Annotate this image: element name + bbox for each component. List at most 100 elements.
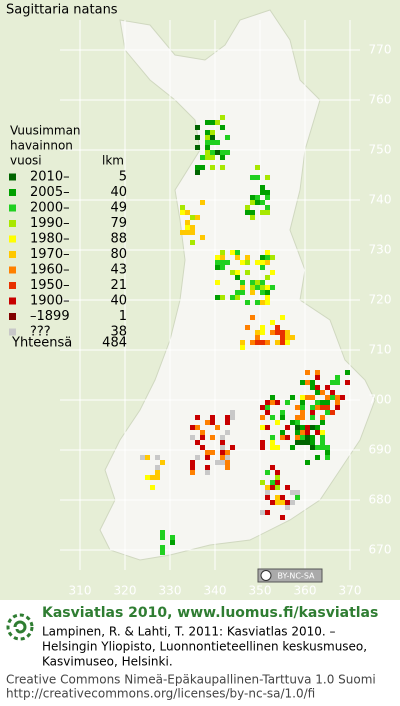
legend-label: 1950– [30, 278, 70, 293]
occurrence-square [190, 215, 195, 220]
occurrence-square [185, 210, 190, 215]
occurrence-square [260, 265, 265, 270]
occurrence-square [315, 370, 320, 375]
legend-label: 1900– [30, 294, 70, 309]
occurrence-square [190, 240, 195, 245]
occurrence-square [285, 500, 290, 505]
occurrence-square [260, 510, 265, 515]
occurrence-square [315, 445, 320, 450]
occurrence-square [335, 400, 340, 405]
occurrence-square [315, 430, 320, 435]
occurrence-square [260, 185, 265, 190]
occurrence-square [280, 515, 285, 520]
occurrence-square [310, 425, 315, 430]
occurrence-square [330, 380, 335, 385]
occurrence-square [255, 175, 260, 180]
occurrence-square [270, 445, 275, 450]
occurrence-square [285, 425, 290, 430]
occurrence-square [250, 215, 255, 220]
occurrence-square [280, 415, 285, 420]
occurrence-square [295, 420, 300, 425]
species-title: Sagittaria natans [6, 3, 118, 18]
occurrence-square [265, 210, 270, 215]
occurrence-square [245, 300, 250, 305]
easting-label: 370 [339, 584, 362, 598]
occurrence-square [225, 420, 230, 425]
occurrence-square [160, 545, 165, 550]
occurrence-square [295, 495, 300, 500]
occurrence-square [200, 435, 205, 440]
occurrence-square [260, 290, 265, 295]
legend-count: 49 [110, 201, 127, 216]
occurrence-square [145, 475, 150, 480]
occurrence-square [205, 140, 210, 145]
occurrence-square [225, 465, 230, 470]
occurrence-square [295, 415, 300, 420]
occurrence-square [255, 285, 260, 290]
occurrence-square [260, 480, 265, 485]
occurrence-square [285, 505, 290, 510]
occurrence-square [275, 340, 280, 345]
occurrence-square [270, 400, 275, 405]
occurrence-square [310, 380, 315, 385]
occurrence-square [285, 435, 290, 440]
occurrence-square [290, 490, 295, 495]
occurrence-square [285, 340, 290, 345]
occurrence-square [285, 330, 290, 335]
occurrence-square [190, 230, 195, 235]
northing-label: 760 [369, 93, 392, 107]
occurrence-square [215, 255, 220, 260]
occurrence-square [205, 130, 210, 135]
occurrence-square [265, 205, 270, 210]
occurrence-square [205, 465, 210, 470]
occurrence-square [250, 195, 255, 200]
occurrence-square [305, 370, 310, 375]
occurrence-square [300, 430, 305, 435]
occurrence-square [205, 150, 210, 155]
occurrence-square [225, 455, 230, 460]
occurrence-square [240, 285, 245, 290]
occurrence-square [315, 455, 320, 460]
occurrence-square [325, 455, 330, 460]
occurrence-square [270, 270, 275, 275]
occurrence-square [285, 485, 290, 490]
occurrence-square [215, 460, 220, 465]
occurrence-square [180, 205, 185, 210]
legend-count: 40 [110, 294, 127, 309]
occurrence-square [300, 380, 305, 385]
occurrence-square [335, 375, 340, 380]
legend-swatch [9, 297, 16, 305]
occurrence-square [305, 440, 310, 445]
occurrence-square [260, 190, 265, 195]
occurrence-square [235, 275, 240, 280]
occurrence-square [280, 500, 285, 505]
easting-label: 310 [69, 584, 92, 598]
occurrence-square [330, 395, 335, 400]
occurrence-square [205, 470, 210, 475]
occurrence-square [275, 470, 280, 475]
northing-label: 770 [369, 43, 392, 57]
occurrence-square [235, 295, 240, 300]
occurrence-square [220, 450, 225, 455]
occurrence-square [155, 465, 160, 470]
occurrence-square [235, 250, 240, 255]
occurrence-square [185, 230, 190, 235]
occurrence-square [245, 260, 250, 265]
occurrence-square [315, 385, 320, 390]
occurrence-square [330, 410, 335, 415]
occurrence-square [220, 265, 225, 270]
occurrence-square [260, 260, 265, 265]
occurrence-square [265, 495, 270, 500]
logo [6, 613, 34, 641]
license-line: Creative Commons Nimeä-Epäkaupallinen-Ta… [6, 673, 376, 687]
occurrence-square [270, 500, 275, 505]
occurrence-square [205, 450, 210, 455]
occurrence-square [205, 120, 210, 125]
occurrence-square [300, 395, 305, 400]
occurrence-square [155, 470, 160, 475]
legend-heading: havainnon [10, 139, 73, 153]
occurrence-square [335, 380, 340, 385]
occurrence-square [230, 445, 235, 450]
occurrence-square [245, 270, 250, 275]
occurrence-square [200, 165, 205, 170]
